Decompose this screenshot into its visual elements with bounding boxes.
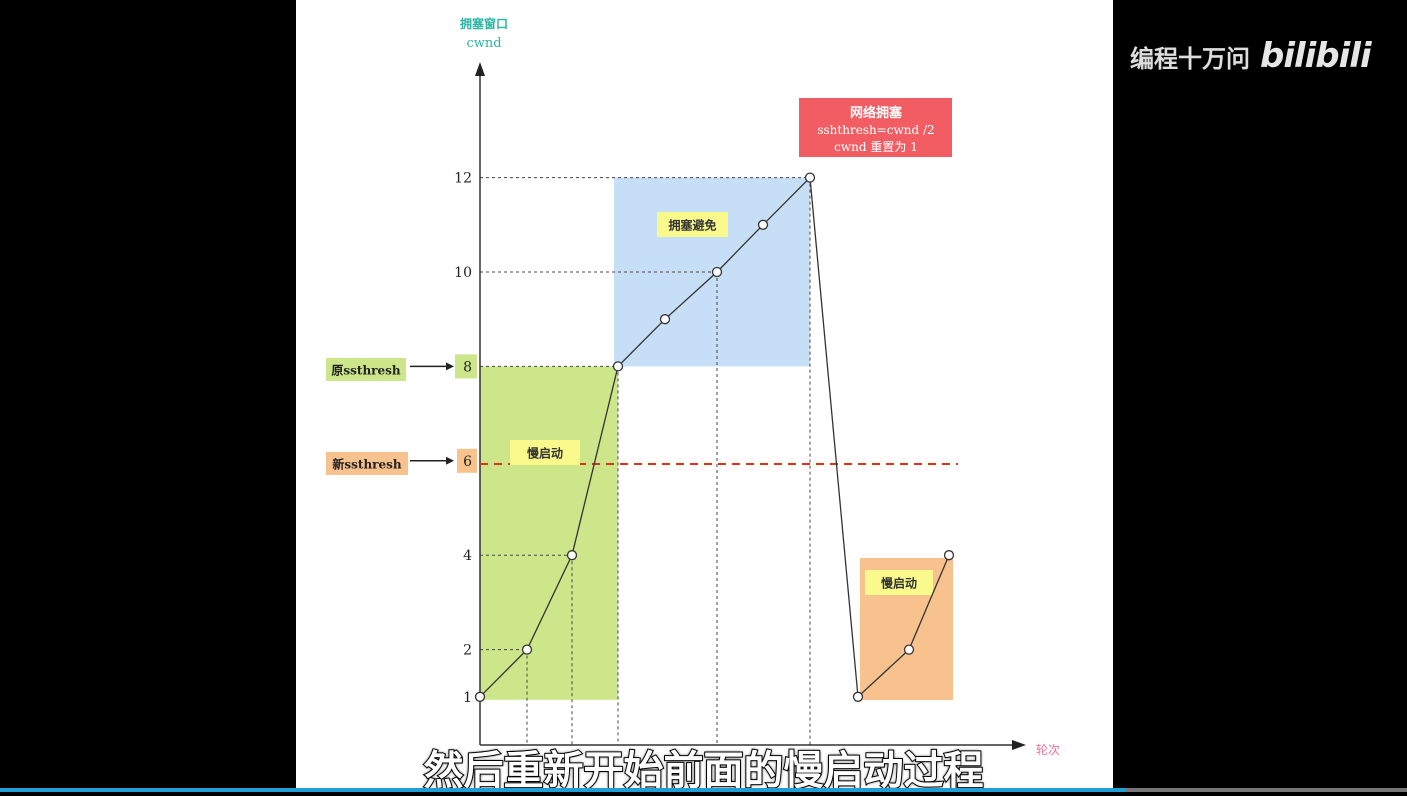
congestion-note-line2: sshthresh=cwnd /2 — [817, 123, 934, 137]
new-ssthresh-label: 新ssthresh — [332, 457, 401, 472]
slow-start-label: 慢启动 — [527, 446, 563, 461]
data-point — [903, 644, 915, 655]
congestion-note-title: 网络拥塞 — [850, 105, 903, 121]
x-axis-arrow — [1012, 740, 1026, 750]
tick-bg-6 — [457, 448, 477, 473]
new-ssthresh-label-bg — [326, 452, 408, 475]
channel-name: 编程十万问 — [1130, 44, 1250, 73]
new-ssthresh-arrowhead — [446, 456, 454, 465]
y-tick-label: 2 — [463, 643, 472, 659]
subtitle-caption: 然后重新开始前面的慢启动过程 — [423, 747, 985, 795]
data-point — [566, 550, 578, 561]
slow-start-region — [480, 366, 618, 700]
data-point — [943, 550, 955, 561]
y-axis-label-en: cwnd — [466, 36, 501, 51]
congestion-note-line3: cwnd 重置为 1 — [834, 140, 918, 154]
data-point — [852, 691, 864, 702]
y-tick-label: 1 — [463, 690, 472, 706]
bilibili-logo: bilibili — [1260, 36, 1372, 76]
slow-start-2-label: 慢启动 — [881, 576, 917, 591]
data-point — [612, 361, 624, 372]
tick-bg-8 — [455, 354, 477, 379]
y-tick-label: 10 — [454, 265, 472, 281]
y-tick-label: 4 — [463, 548, 472, 564]
congestion-avoidance-label-bg — [657, 212, 728, 237]
old-ssthresh-arrowhead — [446, 362, 454, 371]
data-point — [804, 172, 816, 183]
y-tick-label: 8 — [463, 359, 472, 375]
slow-start-2-label-bg — [865, 570, 933, 595]
data-point — [659, 314, 671, 325]
data-point — [757, 219, 769, 230]
data-point — [521, 644, 533, 655]
old-ssthresh-label-bg — [326, 358, 406, 381]
congestion-avoidance-label: 拥塞避免 — [668, 218, 716, 233]
y-axis-arrow — [475, 62, 485, 76]
y-tick-label: 6 — [463, 454, 472, 470]
data-point — [711, 266, 723, 278]
y-axis-label-cn: 拥塞窗口 — [460, 16, 508, 31]
old-ssthresh-label: 原ssthresh — [331, 364, 400, 378]
video-progress-bar[interactable] — [0, 788, 1407, 792]
y-tick-label: 12 — [454, 171, 472, 187]
congestion-note-box — [799, 98, 952, 157]
slow-start-label-bg — [510, 440, 580, 465]
data-point — [474, 691, 486, 702]
x-axis-label: 轮次 — [1036, 743, 1060, 757]
video-frame: 拥塞窗口 cwnd 轮次 1 2 4 6 8 10 12 慢启动 拥塞避免 慢启动 网络拥塞 ssh… — [296, 0, 1113, 792]
channel-watermark: 编程十万问 bilibili — [1130, 36, 1372, 76]
progress-fill — [0, 788, 1126, 792]
